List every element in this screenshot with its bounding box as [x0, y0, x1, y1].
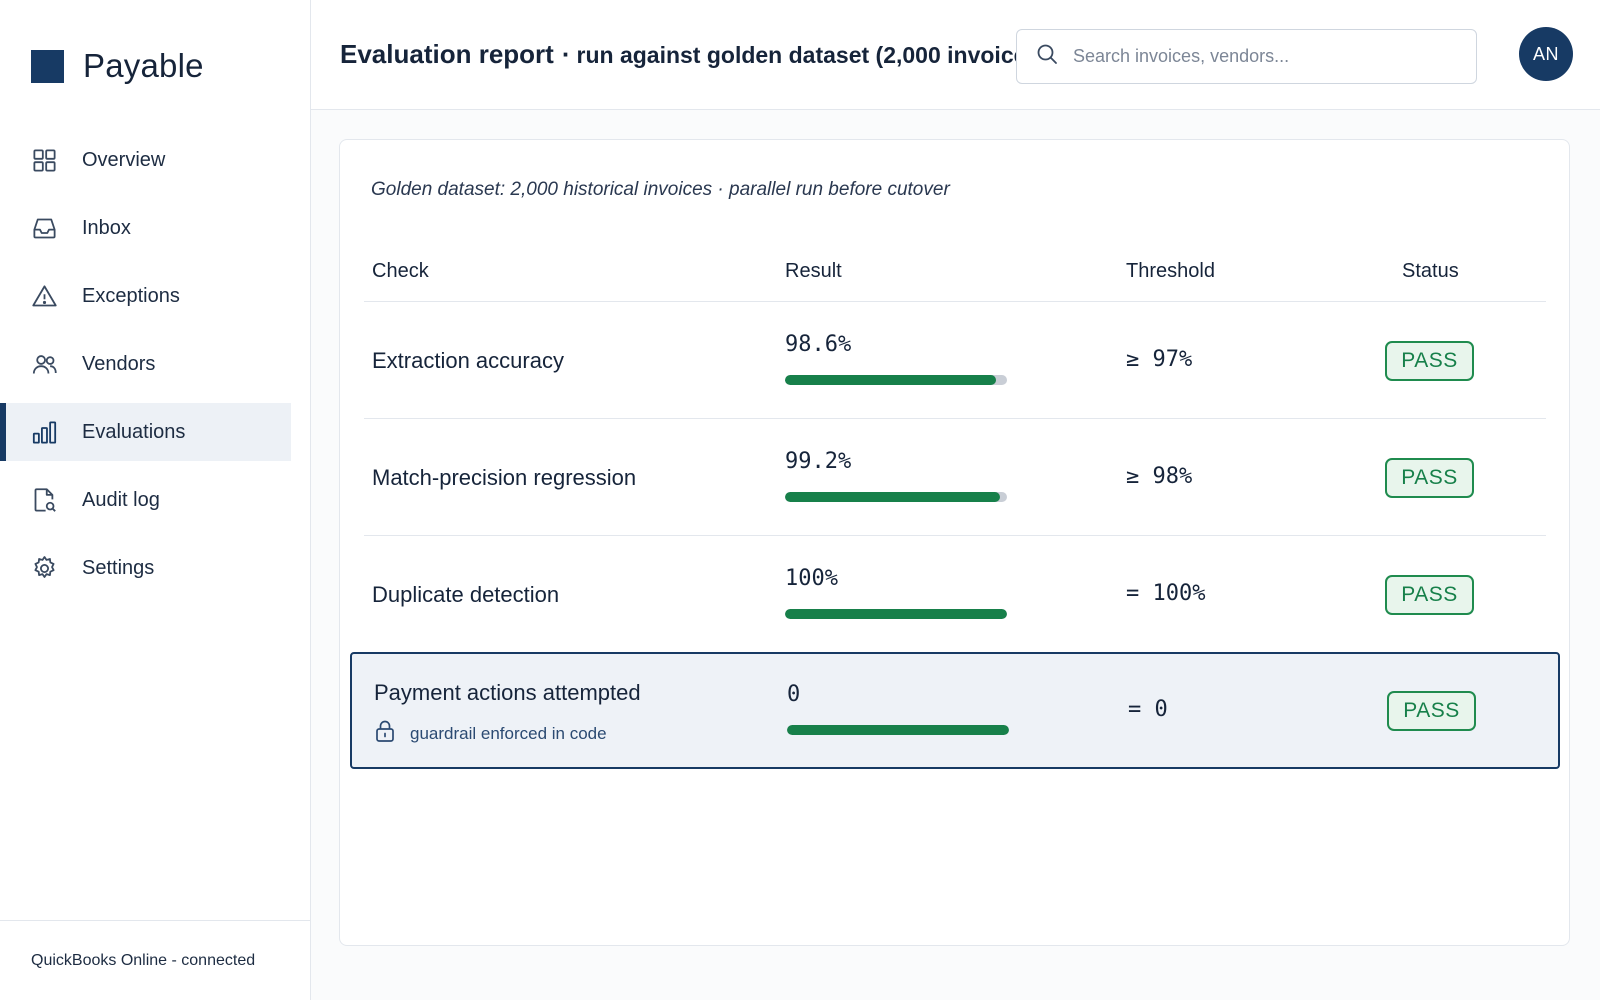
top-header: Evaluation report · run against golden dat…	[311, 0, 1600, 110]
sidebar-item-label: Vendors	[82, 352, 156, 375]
sidebar-item-label: Settings	[82, 556, 155, 579]
file-search-icon	[31, 487, 58, 514]
table-header: Check Result Threshold Status	[364, 240, 1546, 302]
sidebar-item-label: Inbox	[82, 216, 131, 239]
search-input[interactable]	[1073, 46, 1453, 67]
sidebar-item-overview[interactable]: Overview	[0, 131, 291, 189]
page-title-main: Evaluation report	[340, 39, 554, 69]
sidebar-item-settings[interactable]: Settings	[0, 539, 291, 597]
status-badge: PASS	[1387, 691, 1476, 731]
sidebar-item-exceptions[interactable]: Exceptions	[0, 267, 291, 325]
app-name: Payable	[83, 47, 204, 84]
sidebar-item-audit-log[interactable]: Audit log	[0, 471, 291, 529]
result-value: 98.6%	[785, 332, 852, 357]
integration-status: QuickBooks Online - connected	[0, 920, 311, 1000]
result-progress-bar	[787, 725, 1009, 735]
column-header-threshold: Threshold	[1126, 260, 1215, 282]
brand[interactable]: Payable	[31, 46, 204, 86]
avatar[interactable]: AN	[1519, 27, 1573, 81]
table-row-highlighted[interactable]: Payment actions attempted guardrail enfo…	[350, 652, 1560, 769]
result-value: 0	[787, 682, 801, 707]
sidebar-item-evaluations[interactable]: Evaluations	[0, 403, 291, 461]
table-row[interactable]: Extraction accuracy 98.6% ≥ 97% PASS	[364, 302, 1546, 419]
status-badge: PASS	[1385, 341, 1474, 381]
search-box[interactable]	[1016, 29, 1477, 84]
table-row[interactable]: Match-precision regression 99.2% ≥ 98% P…	[364, 419, 1546, 536]
sidebar-item-label: Exceptions	[82, 284, 180, 307]
sidebar-item-vendors[interactable]: Vendors	[0, 335, 291, 393]
check-name: Match-precision regression	[372, 465, 637, 490]
grid-icon	[31, 147, 58, 174]
result-value: 100%	[785, 566, 838, 591]
sidebar-item-label: Overview	[82, 148, 166, 171]
result-progress-bar	[785, 609, 1007, 619]
users-icon	[31, 351, 58, 378]
result-progress-bar	[785, 375, 1007, 385]
warning-icon	[31, 283, 58, 310]
table-row[interactable]: Duplicate detection 100% = 100% PASS	[364, 536, 1546, 653]
inbox-icon	[31, 215, 58, 242]
status-badge: PASS	[1385, 575, 1474, 615]
column-header-check: Check	[372, 260, 429, 282]
bar-chart-icon	[31, 419, 58, 446]
guardrail-note: guardrail enforced in code	[374, 719, 607, 748]
sidebar-item-inbox[interactable]: Inbox	[0, 199, 291, 257]
sidebar-item-label: Audit log	[82, 488, 160, 511]
title-separator: ·	[561, 39, 571, 69]
threshold-value: ≥ 98%	[1126, 464, 1193, 489]
result-progress-bar	[785, 492, 1007, 502]
result-value: 99.2%	[785, 449, 852, 474]
check-name: Payment actions attempted	[374, 680, 641, 705]
threshold-value: = 0	[1128, 697, 1168, 722]
check-name: Duplicate detection	[372, 582, 560, 607]
dataset-caption: Golden dataset: 2,000 historical invoice…	[371, 179, 950, 200]
column-header-result: Result	[785, 260, 842, 282]
lock-icon	[374, 719, 410, 748]
sidebar-item-label: Evaluations	[82, 420, 186, 443]
gear-icon	[31, 555, 58, 582]
result-progress-fill	[787, 725, 1009, 735]
sidebar: Payable Overview Inbox	[0, 0, 311, 1000]
threshold-value: = 100%	[1126, 581, 1206, 606]
sidebar-nav: Overview Inbox Exceptions	[0, 131, 311, 607]
page-title: Evaluation report · run against golden dat…	[340, 39, 1047, 70]
evaluation-table: Check Result Threshold Status Extraction…	[350, 240, 1560, 769]
logo-mark	[31, 49, 64, 83]
guardrail-note-text: guardrail enforced in code	[410, 723, 607, 743]
status-badge: PASS	[1385, 458, 1474, 498]
column-header-status: Status	[1402, 260, 1459, 282]
evaluation-card: Golden dataset: 2,000 historical invoice…	[339, 139, 1570, 946]
search-icon	[1035, 42, 1059, 71]
page-subtitle: run against golden dataset (2,000 invoic…	[576, 42, 1047, 68]
result-progress-fill	[785, 375, 996, 385]
result-progress-fill	[785, 609, 1007, 619]
result-progress-fill	[785, 492, 1001, 502]
threshold-value: ≥ 97%	[1126, 347, 1193, 372]
check-name: Extraction accuracy	[372, 348, 564, 373]
integration-status-text: QuickBooks Online - connected	[31, 951, 256, 969]
